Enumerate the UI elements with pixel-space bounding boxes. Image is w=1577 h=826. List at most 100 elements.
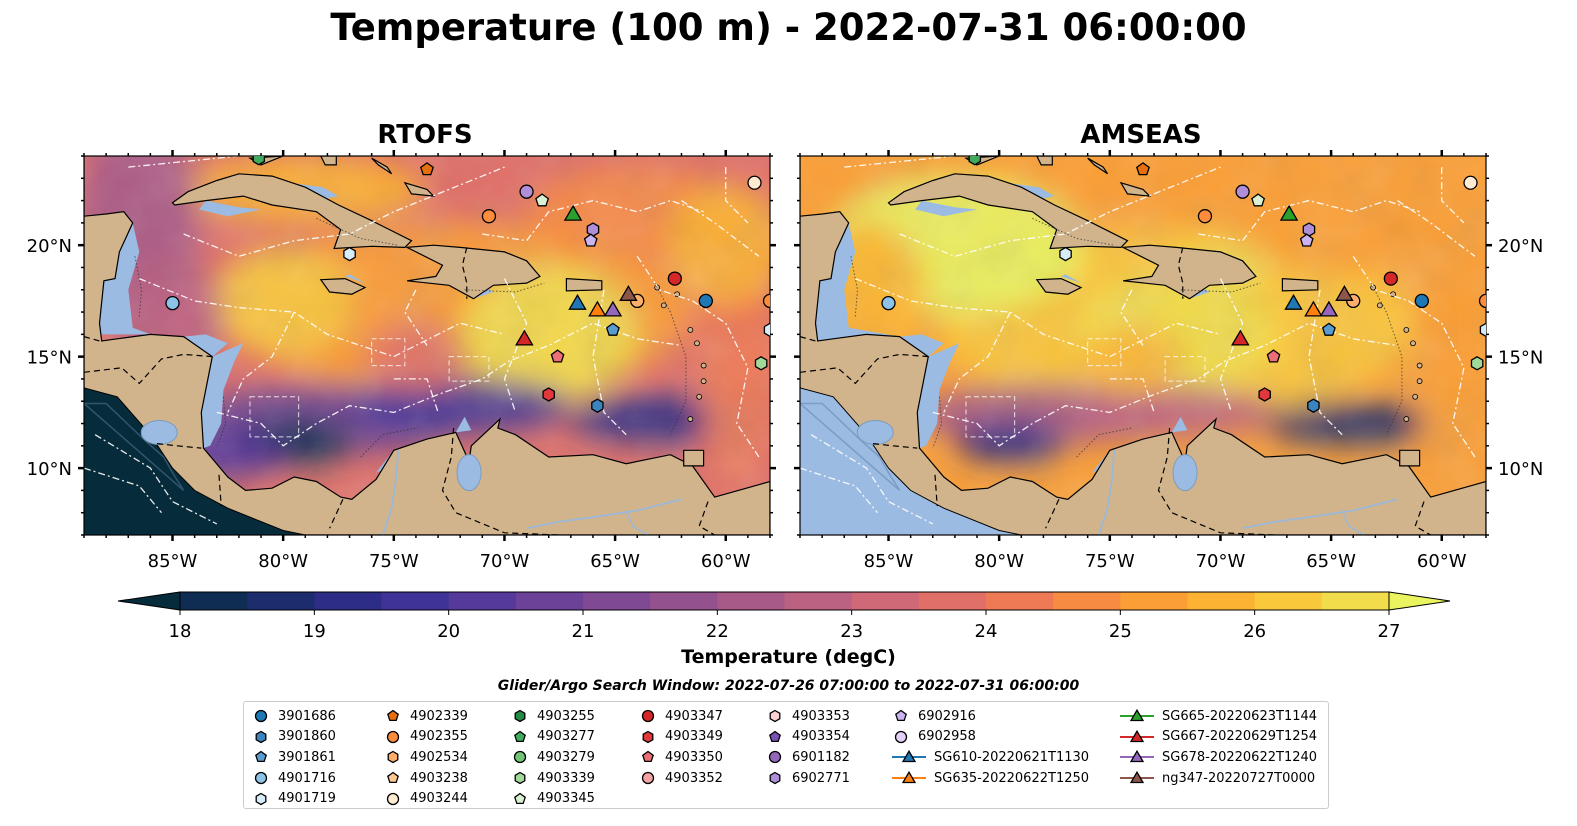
argo-float-marker	[542, 387, 555, 402]
legend-symbol	[641, 771, 655, 785]
colorbar-segment	[515, 592, 584, 610]
argo-float-marker	[586, 222, 600, 237]
legend-marker	[514, 792, 526, 804]
panel-title-rtofs: RTOFS	[377, 120, 473, 150]
colorbar-tick-label: 22	[706, 621, 729, 642]
legend-marker	[1120, 729, 1154, 743]
colorbar-tick-label: 20	[437, 621, 460, 642]
argo-float-marker	[1307, 398, 1320, 413]
legend-entry: 4901716	[252, 768, 336, 789]
legend-marker	[1120, 770, 1154, 784]
legend-label: 6901182	[792, 749, 850, 765]
legend-label: SG665-20220623T1144	[1162, 708, 1318, 724]
legend-symbol	[769, 771, 781, 785]
legend-label: ng347-20220727T0000	[1162, 770, 1316, 786]
colorbar-tick-label: 27	[1378, 621, 1401, 642]
legend-label: 4903347	[665, 708, 723, 724]
legend-symbol	[254, 771, 268, 785]
legend-marker	[642, 730, 654, 744]
lon-tick-label: 65°W	[590, 551, 640, 572]
glider-marker	[568, 293, 587, 310]
legend-column: 4903347 4903349 4903350 4903352	[639, 706, 723, 788]
legend-marker	[387, 771, 399, 784]
colorbar-segment	[986, 592, 1054, 610]
glider-marker	[1335, 285, 1354, 301]
legend-symbol	[642, 730, 654, 744]
argo-float-marker	[667, 271, 682, 286]
argo-float-marker	[481, 209, 497, 224]
legend-marker	[387, 751, 399, 764]
legend-label: SG678-20220622T1240	[1162, 749, 1318, 765]
legend-marker	[1120, 709, 1154, 722]
legend-column: 6902916 6902958 SG610-20220621T1130 SG635-2…	[892, 706, 1089, 788]
argo-float-marker	[698, 293, 713, 309]
argo-float-marker	[1414, 293, 1429, 309]
legend-column: 3901686 3901860 3901861 4901716 4901719	[252, 706, 336, 809]
legend-column: SG665-20220623T1144 SG667-20220629T1254 SG…	[1120, 706, 1317, 788]
legend: 3901686 3901860 3901861 4901716 4901719 49023…	[243, 701, 1329, 809]
argo-float-marker	[1059, 246, 1072, 262]
legend-label: 4903255	[537, 708, 595, 724]
legend-label: 4901716	[278, 770, 336, 786]
legend-entry: 4903277	[511, 727, 595, 748]
argo-float-marker	[343, 246, 356, 262]
legend-marker	[641, 771, 655, 785]
legend-column: 4903353 4903354 6901182 6902771	[766, 706, 850, 788]
argo-float-marker	[747, 175, 762, 190]
legend-label: 4902534	[410, 749, 468, 765]
legend-symbol	[255, 751, 267, 763]
legend-label: 4903353	[792, 708, 850, 724]
legend-marker	[514, 710, 526, 723]
colorbar-tick-label: 18	[169, 621, 192, 642]
legend-symbol	[1129, 729, 1145, 743]
legend-entry: SG610-20220621T1130	[892, 747, 1089, 768]
legend-marker	[768, 751, 782, 764]
legend-marker	[386, 792, 400, 805]
colorbar-segment	[381, 592, 450, 610]
lon-tick-label: 80°W	[974, 551, 1024, 572]
lon-tick-label: 70°W	[1196, 551, 1246, 572]
argo-float-marker	[550, 349, 565, 363]
argo-float-marker	[763, 322, 770, 338]
legend-entry: 4903354	[766, 727, 850, 748]
legend-column: 4903255 4903277 4903279 4903339 4903345	[511, 706, 595, 809]
lon-tick-label: 85°W	[148, 551, 198, 572]
legend-label: 4903350	[665, 749, 723, 765]
legend-label: 6902916	[918, 708, 976, 724]
glider-marker	[1279, 204, 1299, 221]
lat-tick-label: 10°N	[1498, 459, 1543, 480]
glider-marker	[603, 300, 623, 317]
colorbar-tick-label: 19	[303, 621, 326, 642]
legend-symbol	[514, 710, 526, 723]
legend-symbol	[769, 710, 781, 723]
legend-entry: 4903279	[511, 747, 595, 768]
legend-entry: 4903238	[384, 768, 468, 789]
argo-float-marker	[165, 295, 180, 311]
colorbar-segment	[918, 592, 987, 610]
legend-entry: 6902958	[892, 727, 1089, 748]
legend-label: SG667-20220629T1254	[1162, 729, 1318, 745]
argo-float-marker	[1258, 387, 1271, 402]
legend-label: 4901719	[278, 791, 336, 807]
legend-label: SG610-20220621T1130	[934, 749, 1090, 765]
legend-label: 4902339	[410, 708, 468, 724]
argo-float-marker	[1197, 209, 1213, 224]
argo-float-marker	[605, 322, 620, 336]
argo-float-marker	[1463, 175, 1478, 190]
legend-marker	[387, 709, 399, 722]
lat-tick-label: 10°N	[27, 459, 72, 480]
lon-tick-label: 75°W	[1085, 551, 1135, 572]
lon-tick-label: 85°W	[864, 551, 914, 572]
legend-marker	[1120, 750, 1154, 763]
legend-label: 4903279	[537, 749, 595, 765]
colorbar-segment	[1254, 592, 1323, 610]
legend-symbol	[386, 730, 400, 744]
legend-entry: 4903345	[511, 788, 595, 809]
legend-label: 4903354	[792, 729, 850, 745]
legend-entry: 4903339	[511, 768, 595, 789]
lon-tick-label: 80°W	[258, 551, 308, 572]
legend-symbol	[255, 792, 267, 805]
legend-symbol	[386, 792, 400, 805]
argo-float-marker	[1251, 193, 1266, 207]
argo-float-marker	[1383, 271, 1398, 286]
